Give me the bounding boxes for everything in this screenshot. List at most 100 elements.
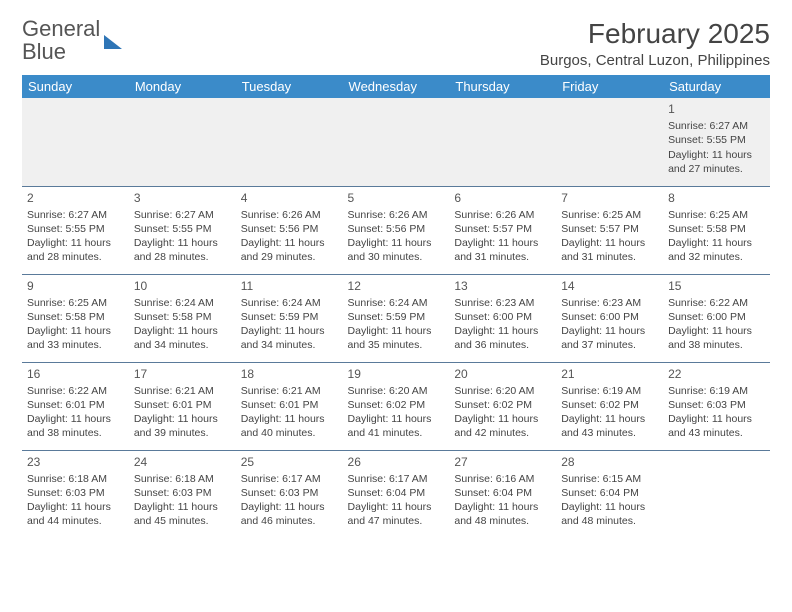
daylight-line: Daylight: 11 hours and 31 minutes. [454, 236, 551, 264]
day-number: 14 [561, 278, 658, 294]
daylight-line: Daylight: 11 hours and 34 minutes. [241, 324, 338, 352]
sunset-line: Sunset: 5:55 PM [668, 133, 765, 147]
calendar-cell: 22Sunrise: 6:19 AMSunset: 6:03 PMDayligh… [663, 362, 770, 450]
calendar-table: SundayMondayTuesdayWednesdayThursdayFrid… [22, 75, 770, 538]
daylight-line: Daylight: 11 hours and 45 minutes. [134, 500, 231, 528]
calendar-week: 1 Sunrise: 6:27 AMSunset: 5:55 PMDaylight… [22, 98, 770, 186]
day-number: 9 [27, 278, 124, 294]
calendar-cell: 16Sunrise: 6:22 AMSunset: 6:01 PMDayligh… [22, 362, 129, 450]
daylight-line: Daylight: 11 hours and 32 minutes. [668, 236, 765, 264]
sunset-line: Sunset: 6:02 PM [454, 398, 551, 412]
day-number: 18 [241, 366, 338, 382]
sunrise-line: Sunrise: 6:21 AM [134, 384, 231, 398]
day-number: 4 [241, 190, 338, 206]
day-number: 20 [454, 366, 551, 382]
sunrise-line: Sunrise: 6:27 AM [668, 119, 765, 133]
day-number: 25 [241, 454, 338, 470]
sunrise-line: Sunrise: 6:27 AM [134, 208, 231, 222]
sunset-line: Sunset: 6:03 PM [241, 486, 338, 500]
day-number: 12 [348, 278, 445, 294]
sunset-line: Sunset: 6:01 PM [134, 398, 231, 412]
sunset-line: Sunset: 5:59 PM [241, 310, 338, 324]
logo-triangle-icon [104, 35, 122, 49]
sunrise-line: Sunrise: 6:15 AM [561, 472, 658, 486]
calendar-week: 16Sunrise: 6:22 AMSunset: 6:01 PMDayligh… [22, 362, 770, 450]
day-number: 5 [348, 190, 445, 206]
calendar-cell: 20Sunrise: 6:20 AMSunset: 6:02 PMDayligh… [449, 362, 556, 450]
logo: General Blue [22, 18, 122, 64]
daylight-line: Daylight: 11 hours and 27 minutes. [668, 148, 765, 176]
day-header: Monday [129, 75, 236, 98]
sunset-line: Sunset: 6:01 PM [27, 398, 124, 412]
calendar-cell: 4Sunrise: 6:26 AMSunset: 5:56 PMDaylight… [236, 186, 343, 274]
calendar-cell: 15Sunrise: 6:22 AMSunset: 6:00 PMDayligh… [663, 274, 770, 362]
calendar-cell: 2Sunrise: 6:27 AMSunset: 5:55 PMDaylight… [22, 186, 129, 274]
daylight-line: Daylight: 11 hours and 39 minutes. [134, 412, 231, 440]
day-header: Wednesday [343, 75, 450, 98]
sunrise-line: Sunrise: 6:24 AM [348, 296, 445, 310]
sunrise-line: Sunrise: 6:16 AM [454, 472, 551, 486]
calendar-cell: 8Sunrise: 6:25 AMSunset: 5:58 PMDaylight… [663, 186, 770, 274]
calendar-cell [129, 98, 236, 186]
day-number: 6 [454, 190, 551, 206]
sunrise-line: Sunrise: 6:19 AM [668, 384, 765, 398]
day-number: 23 [27, 454, 124, 470]
day-number: 15 [668, 278, 765, 294]
day-number: 1 [668, 101, 765, 117]
daylight-line: Daylight: 11 hours and 33 minutes. [27, 324, 124, 352]
calendar-cell: 6Sunrise: 6:26 AMSunset: 5:57 PMDaylight… [449, 186, 556, 274]
sunset-line: Sunset: 6:04 PM [454, 486, 551, 500]
sunrise-line: Sunrise: 6:23 AM [561, 296, 658, 310]
sunset-line: Sunset: 5:55 PM [134, 222, 231, 236]
logo-blue: Blue [22, 39, 66, 64]
calendar-cell: 1 Sunrise: 6:27 AMSunset: 5:55 PMDaylight… [663, 98, 770, 186]
title-block: February 2025 Burgos, Central Luzon, Phi… [540, 18, 770, 69]
calendar-cell [236, 98, 343, 186]
calendar-cell: 27Sunrise: 6:16 AMSunset: 6:04 PMDayligh… [449, 450, 556, 538]
sunrise-line: Sunrise: 6:25 AM [27, 296, 124, 310]
sunrise-line: Sunrise: 6:22 AM [27, 384, 124, 398]
sunset-line: Sunset: 5:59 PM [348, 310, 445, 324]
day-header: Tuesday [236, 75, 343, 98]
location: Burgos, Central Luzon, Philippines [540, 52, 770, 69]
sunset-line: Sunset: 5:58 PM [134, 310, 231, 324]
sunset-line: Sunset: 5:58 PM [27, 310, 124, 324]
calendar-cell: 3 Sunrise: 6:27 AMSunset: 5:55 PMDaylight… [129, 186, 236, 274]
sunrise-line: Sunrise: 6:27 AM [27, 208, 124, 222]
calendar-body: 1Sunrise: 6:27 AMSunset: 5:55 PMDaylight… [22, 98, 770, 538]
sunset-line: Sunset: 6:03 PM [668, 398, 765, 412]
sunset-line: Sunset: 6:03 PM [134, 486, 231, 500]
calendar-cell [343, 98, 450, 186]
day-number: 13 [454, 278, 551, 294]
daylight-line: Daylight: 11 hours and 46 minutes. [241, 500, 338, 528]
day-number: 26 [348, 454, 445, 470]
day-number: 8 [668, 190, 765, 206]
sunrise-line: Sunrise: 6:23 AM [454, 296, 551, 310]
calendar-week: 2Sunrise: 6:27 AMSunset: 5:55 PMDaylight… [22, 186, 770, 274]
calendar-cell: 13Sunrise: 6:23 AMSunset: 6:00 PMDayligh… [449, 274, 556, 362]
daylight-line: Daylight: 11 hours and 43 minutes. [561, 412, 658, 440]
calendar-cell: 21Sunrise: 6:19 AMSunset: 6:02 PMDayligh… [556, 362, 663, 450]
sunset-line: Sunset: 6:03 PM [27, 486, 124, 500]
sunset-line: Sunset: 6:04 PM [348, 486, 445, 500]
calendar-cell [22, 98, 129, 186]
daylight-line: Daylight: 11 hours and 42 minutes. [454, 412, 551, 440]
daylight-line: Daylight: 11 hours and 31 minutes. [561, 236, 658, 264]
calendar-week: 9Sunrise: 6:25 AMSunset: 5:58 PMDaylight… [22, 274, 770, 362]
daylight-line: Daylight: 11 hours and 34 minutes. [134, 324, 231, 352]
calendar-cell [556, 98, 663, 186]
calendar-cell: 19Sunrise: 6:20 AMSunset: 6:02 PMDayligh… [343, 362, 450, 450]
day-number: 27 [454, 454, 551, 470]
daylight-line: Daylight: 11 hours and 44 minutes. [27, 500, 124, 528]
calendar-cell: 12Sunrise: 6:24 AMSunset: 5:59 PMDayligh… [343, 274, 450, 362]
calendar-cell [663, 450, 770, 538]
calendar-cell: 11Sunrise: 6:24 AMSunset: 5:59 PMDayligh… [236, 274, 343, 362]
sunrise-line: Sunrise: 6:18 AM [27, 472, 124, 486]
day-header: Friday [556, 75, 663, 98]
sunset-line: Sunset: 6:00 PM [454, 310, 551, 324]
daylight-line: Daylight: 11 hours and 28 minutes. [134, 236, 231, 264]
sunset-line: Sunset: 6:04 PM [561, 486, 658, 500]
day-number: 3 [134, 190, 231, 206]
calendar-cell: 14Sunrise: 6:23 AMSunset: 6:00 PMDayligh… [556, 274, 663, 362]
calendar-cell: 10Sunrise: 6:24 AMSunset: 5:58 PMDayligh… [129, 274, 236, 362]
